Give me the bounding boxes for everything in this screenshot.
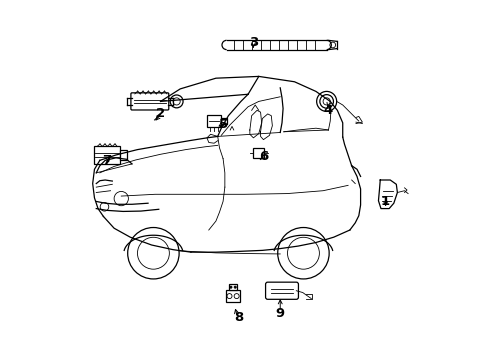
Text: 3: 3 (248, 36, 258, 49)
FancyBboxPatch shape (131, 93, 168, 110)
Circle shape (229, 286, 231, 288)
Bar (120, 150, 126, 160)
Bar (253, 148, 264, 158)
FancyBboxPatch shape (265, 282, 298, 299)
Text: 5: 5 (218, 118, 227, 131)
Text: 8: 8 (234, 311, 244, 324)
Text: 9: 9 (275, 307, 284, 320)
Text: 6: 6 (259, 150, 268, 163)
Text: 2: 2 (156, 107, 165, 120)
Bar (229, 284, 237, 290)
Bar (225, 290, 240, 302)
Text: 7: 7 (102, 154, 111, 167)
Bar (93, 147, 120, 163)
Text: 4: 4 (323, 104, 332, 117)
Text: 1: 1 (380, 195, 389, 208)
Bar (206, 115, 221, 127)
Circle shape (234, 286, 236, 288)
